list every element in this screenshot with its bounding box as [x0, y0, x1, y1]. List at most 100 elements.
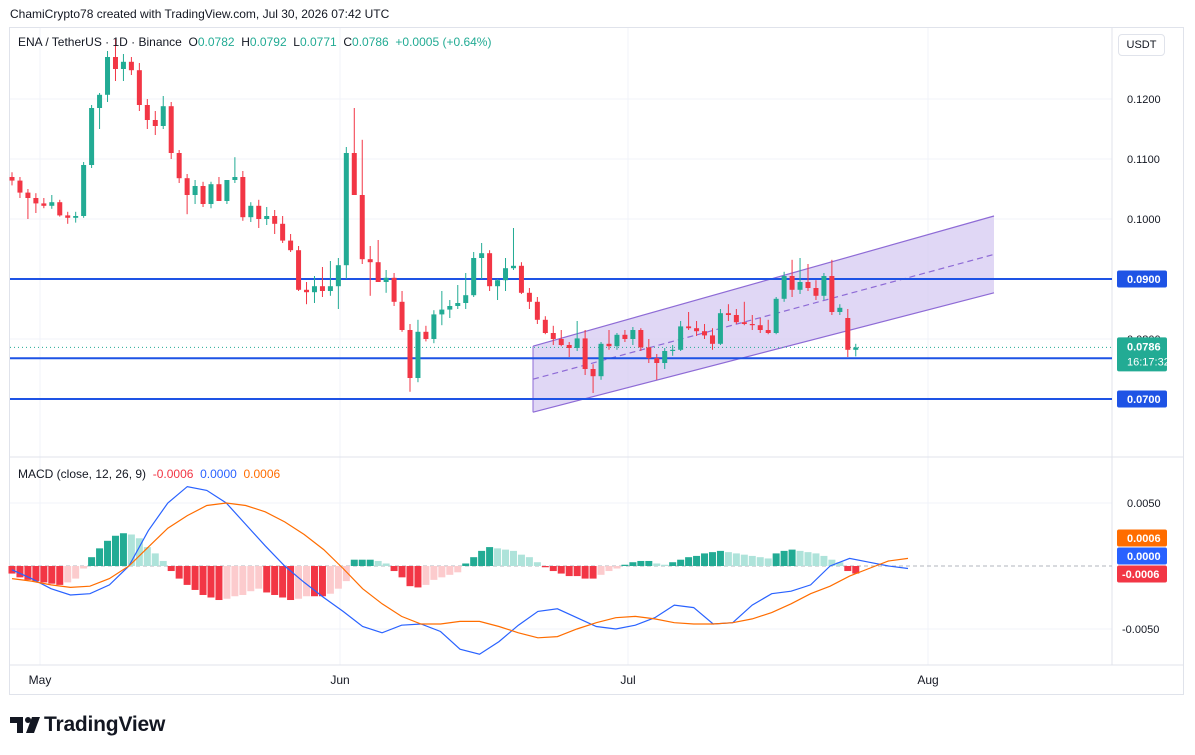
macd-histogram-bar	[414, 566, 422, 588]
last-price-tag: 0.0786	[1127, 341, 1161, 353]
macd-legend: MACD (close, 12, 26, 9) -0.0006 0.0000 0…	[18, 467, 280, 481]
candle-body	[264, 216, 270, 219]
candle-body	[447, 306, 453, 310]
macd-histogram-bar	[366, 559, 374, 566]
macd-histogram-bar	[669, 562, 677, 566]
candle-body	[216, 184, 222, 201]
candle-body	[240, 177, 246, 218]
candle-body	[136, 70, 142, 105]
candle-body	[176, 153, 182, 179]
macd-value-tag: -0.0006	[1122, 569, 1159, 581]
macd-value-tag-bg	[1117, 547, 1167, 565]
macd-histogram-bar	[390, 566, 398, 572]
candle-body	[455, 303, 461, 306]
regression-channel[interactable]	[532, 215, 995, 413]
candle-body	[57, 202, 63, 216]
macd-hist-value: -0.0006	[152, 467, 194, 481]
macd-histogram-bar	[88, 557, 96, 566]
tradingview-logo[interactable]: TradingView	[10, 713, 165, 737]
candle-body	[789, 276, 795, 290]
candle-body	[574, 338, 580, 348]
horizontal-levels[interactable]	[10, 278, 1112, 400]
macd-histogram-bar	[56, 566, 64, 585]
macd-histogram-bar	[350, 559, 358, 566]
candle-body	[439, 309, 445, 315]
level-price-tag-bg	[1117, 390, 1167, 408]
macd-value-tag-bg	[1117, 529, 1167, 547]
macd-histogram-bar	[72, 566, 80, 579]
macd-histogram-bar	[509, 550, 517, 566]
macd-histogram-bar	[701, 553, 709, 566]
macd-histogram-bar	[716, 550, 724, 566]
candle-body	[272, 216, 278, 224]
macd-histogram-bar	[517, 554, 525, 566]
macd-tick-label: 0.0050	[1127, 498, 1161, 510]
macd-histogram-bar	[119, 533, 127, 566]
candle-body	[304, 289, 310, 293]
time-tick-label: Aug	[917, 673, 938, 687]
macd-value: 0.0000	[200, 467, 237, 481]
signal-line	[11, 502, 909, 639]
low-label: L	[293, 35, 300, 49]
macd-histogram-bar	[581, 566, 589, 579]
macd-histogram-bar	[605, 566, 613, 572]
candle-body	[741, 322, 747, 324]
candle-body	[765, 330, 771, 333]
macd-histogram-bar	[462, 563, 470, 566]
candle-body	[160, 106, 166, 126]
candle-body	[805, 282, 811, 288]
candle-body	[335, 265, 341, 287]
candle-body	[781, 276, 787, 299]
macd-histogram-bar	[573, 566, 581, 577]
macd-value-tag: 0.0000	[1127, 551, 1161, 563]
macd-histogram-bar	[732, 553, 740, 566]
high-label: H	[241, 35, 250, 49]
macd-histogram-bar	[621, 564, 629, 566]
time-tick-label: May	[29, 673, 52, 687]
macd-histogram-bar	[470, 557, 478, 566]
candle-body	[391, 277, 397, 302]
candle-body	[256, 205, 262, 219]
candle-body	[797, 282, 803, 290]
currency-button[interactable]: USDT	[1118, 34, 1165, 56]
macd-histogram-bar	[525, 557, 533, 566]
candle-body	[646, 347, 652, 359]
candle-body	[717, 313, 723, 344]
candle-body	[248, 205, 254, 218]
macd-histogram-bar	[772, 553, 780, 566]
price-axis[interactable]: 0.12000.11000.10000.09000.08000.0050-0.0…	[1117, 94, 1170, 636]
macd-histogram-bar	[8, 566, 16, 574]
candle-body	[224, 180, 230, 201]
candle-body	[112, 57, 118, 69]
macd-histogram-bar	[48, 566, 56, 584]
macd-histogram-bar	[533, 562, 541, 566]
macd-histogram-bar	[828, 559, 836, 566]
time-tick-label: Jun	[330, 673, 349, 687]
candle-body	[343, 153, 349, 266]
candle-body	[487, 253, 493, 287]
macd-histogram-bar	[16, 566, 24, 578]
candle-body	[837, 307, 843, 312]
price-tick-label: 0.1200	[1127, 94, 1161, 106]
candle-body	[200, 186, 206, 204]
macd-histogram-bar	[820, 555, 828, 566]
candle-body	[431, 314, 437, 339]
macd-histogram-bar	[104, 540, 112, 566]
candle-body	[288, 240, 294, 251]
macd-histogram-bar	[549, 566, 557, 572]
macd-histogram-bar	[191, 566, 199, 590]
candle-body	[81, 165, 87, 216]
candle-body	[662, 351, 668, 363]
candle-body	[311, 286, 317, 293]
price-tick-label: 0.1100	[1127, 154, 1160, 166]
high-value: 0.0792	[249, 35, 287, 49]
macd-histogram-bar	[342, 566, 350, 582]
macd-histogram-bar	[812, 553, 820, 566]
time-axis[interactable]: May Jun Jul Aug	[29, 673, 939, 687]
macd-tick-label: -0.0050	[1122, 624, 1159, 636]
candle-body	[375, 262, 381, 282]
macd-histogram-bar	[565, 566, 573, 577]
candle-body	[144, 105, 150, 120]
candle-body	[383, 277, 389, 282]
